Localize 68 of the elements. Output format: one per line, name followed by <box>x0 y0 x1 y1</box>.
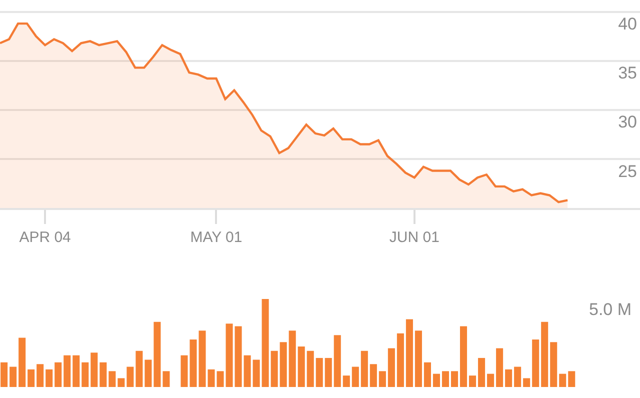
bar <box>280 342 287 387</box>
bar <box>487 374 494 387</box>
bar <box>460 326 468 387</box>
bar <box>10 366 17 387</box>
y-tick-label: 35 <box>618 64 637 83</box>
bar <box>334 335 341 387</box>
bar <box>126 366 134 387</box>
bar <box>298 346 305 387</box>
bar <box>0 362 8 387</box>
bar <box>396 333 404 387</box>
bar <box>262 299 269 387</box>
bar <box>514 366 522 387</box>
y-tick-label: 30 <box>618 112 637 132</box>
bar <box>46 369 53 387</box>
bar <box>90 352 98 387</box>
x-tick-label: JUN 01 <box>389 229 440 246</box>
bar <box>64 355 71 387</box>
bar <box>82 362 89 387</box>
bar <box>541 322 548 387</box>
bar <box>118 378 125 387</box>
bar <box>406 319 413 387</box>
bar <box>532 339 540 387</box>
bar <box>108 371 116 387</box>
bar <box>450 371 458 387</box>
bar <box>324 358 332 387</box>
bar <box>136 350 143 387</box>
bar <box>432 374 440 387</box>
bar <box>216 371 224 387</box>
bar <box>100 362 107 387</box>
bar <box>306 350 314 387</box>
y-tick-label: 40 <box>618 14 637 34</box>
bar <box>550 342 558 387</box>
bar <box>18 338 26 387</box>
bar <box>559 374 566 387</box>
bar <box>226 324 233 387</box>
bar <box>342 376 350 387</box>
bar <box>36 364 44 387</box>
bar <box>496 348 504 387</box>
bar <box>360 350 368 387</box>
bar <box>523 378 530 387</box>
text: 5.0 M <box>589 300 632 319</box>
y-tick-label: 25 <box>618 162 637 181</box>
bar <box>234 326 242 387</box>
x-tick-label: MAY 01 <box>190 229 242 246</box>
bar <box>144 360 152 387</box>
bar <box>162 371 170 387</box>
bar <box>54 362 62 387</box>
bar <box>469 376 476 387</box>
bar <box>270 350 278 387</box>
bar <box>252 360 260 387</box>
bar <box>378 371 386 387</box>
bar <box>414 330 422 387</box>
bar <box>370 364 377 387</box>
bar <box>288 330 296 387</box>
bar <box>72 355 80 387</box>
bar <box>505 369 512 387</box>
bar <box>316 358 323 387</box>
bar <box>424 362 431 387</box>
bar <box>388 348 395 387</box>
bar <box>154 322 161 387</box>
bar <box>568 371 576 387</box>
bar <box>442 371 450 387</box>
x-tick-label: APR 04 <box>19 229 71 246</box>
bar <box>28 369 35 387</box>
bar <box>352 366 359 387</box>
bar <box>478 358 486 387</box>
bar <box>208 369 215 387</box>
bar <box>244 355 251 387</box>
